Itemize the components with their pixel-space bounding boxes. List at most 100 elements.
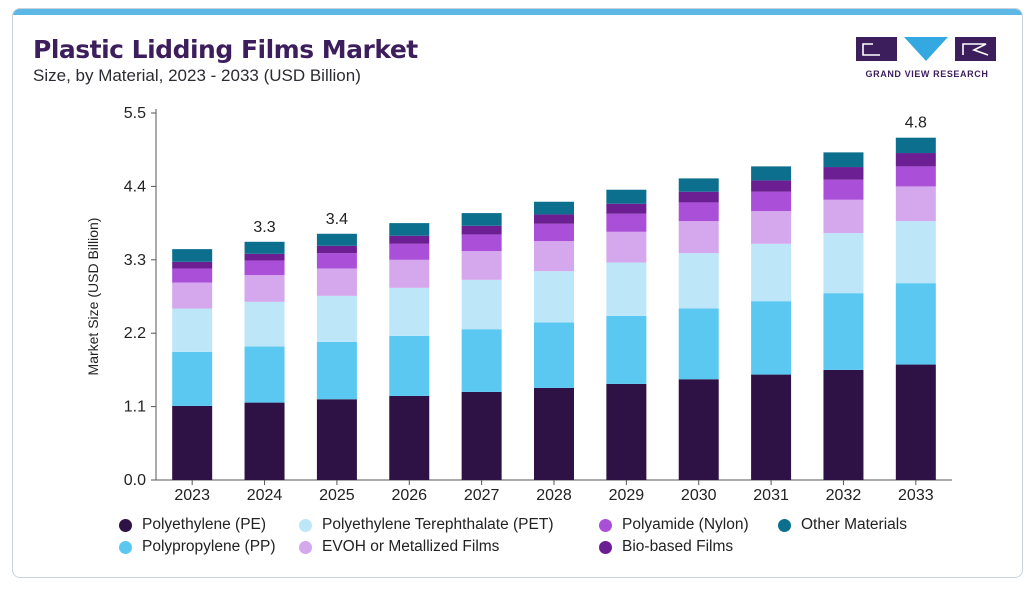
bar-segment-polyethylene-pe (678, 379, 719, 480)
bar-segment-other-materials (172, 249, 213, 262)
y-tick-label: 1.1 (124, 399, 146, 416)
bar-segment-evoh-or-metallized-films (534, 241, 574, 272)
y-axis-title: Market Size (USD Billion) (85, 218, 101, 376)
bar-segment-polyamide-nylon (389, 243, 430, 260)
bar-segment-polyethylene-pe (751, 374, 792, 480)
bar-segment-evoh-or-metallized-films (678, 221, 719, 254)
bar-segment-polypropylene-pp (461, 329, 502, 392)
bar-segment-other-materials (316, 233, 357, 246)
bar-segment-evoh-or-metallized-films (461, 251, 502, 280)
bar-segment-polyamide-nylon (172, 268, 213, 283)
bar-segment-polyethylene-terephthalate-pet (172, 308, 213, 352)
bar-segment-polyethylene-terephthalate-pet (316, 295, 357, 342)
bar-segment-polyamide-nylon (534, 223, 574, 242)
bar-segment-other-materials (823, 152, 864, 168)
bar-segment-evoh-or-metallized-films (172, 282, 213, 309)
bar-segment-other-materials (678, 178, 719, 192)
bar-segment-other-materials (461, 213, 502, 226)
bar-segment-evoh-or-metallized-films (606, 231, 647, 263)
bar-segment-other-materials (389, 223, 430, 236)
bar-segment-polypropylene-pp (751, 301, 792, 375)
bar-segment-bio-based-films (606, 203, 647, 214)
y-tick-label: 3.3 (124, 252, 146, 269)
bar-segment-bio-based-films (172, 261, 213, 269)
y-tick-label: 0.0 (124, 472, 146, 489)
bar-segment-polyethylene-terephthalate-pet (895, 221, 936, 284)
bar-segment-bio-based-films (895, 153, 936, 167)
bar-segment-evoh-or-metallized-films (751, 211, 792, 244)
bar-segment-polypropylene-pp (172, 351, 213, 406)
bar-segment-other-materials (244, 241, 285, 254)
bar-segment-polypropylene-pp (895, 283, 936, 365)
bar-segment-other-materials (895, 137, 936, 154)
bar-segment-polyamide-nylon (316, 253, 357, 269)
bar-segment-polyethylene-pe (895, 364, 936, 480)
bar-segment-evoh-or-metallized-films (389, 259, 430, 288)
bar-segment-polypropylene-pp (244, 346, 285, 403)
data-label: 3.3 (253, 219, 275, 236)
x-tick-label: 2027 (464, 487, 500, 504)
bar-segment-polyethylene-pe (606, 383, 647, 480)
bar-segment-polyamide-nylon (606, 213, 647, 232)
data-label: 4.8 (905, 115, 927, 132)
bar-segment-evoh-or-metallized-films (895, 186, 936, 222)
bar-segment-evoh-or-metallized-films (316, 268, 357, 296)
bar-segment-bio-based-films (316, 245, 357, 254)
bar-segment-polyethylene-pe (389, 395, 430, 480)
bar-segment-bio-based-films (751, 180, 792, 192)
bar-segment-polyethylene-terephthalate-pet (751, 243, 792, 302)
y-tick-label: 2.2 (124, 325, 146, 342)
bar-segment-polyamide-nylon (895, 166, 936, 187)
bar-segment-bio-based-films (534, 214, 574, 224)
bar-segment-polypropylene-pp (534, 322, 574, 388)
logo-mark-icon (856, 37, 996, 61)
bar-segment-bio-based-films (389, 235, 430, 244)
logo-name: GRAND VIEW RESEARCH (865, 69, 989, 79)
x-tick-label: 2028 (536, 487, 572, 504)
bar-segment-polyamide-nylon (823, 179, 864, 200)
bar-segment-other-materials (534, 201, 574, 215)
bar-segment-polypropylene-pp (316, 341, 357, 400)
bar-segment-polyethylene-terephthalate-pet (461, 279, 502, 330)
bar-segment-polyethylene-terephthalate-pet (534, 271, 574, 323)
bar-segment-polyethylene-terephthalate-pet (678, 253, 719, 309)
bar-segment-bio-based-films (461, 225, 502, 235)
data-label: 3.4 (326, 211, 348, 228)
bar-segment-polyethylene-pe (244, 402, 285, 480)
x-tick-label: 2024 (247, 487, 283, 504)
x-tick-label: 2025 (319, 487, 355, 504)
x-tick-label: 2031 (753, 487, 789, 504)
bar-segment-evoh-or-metallized-films (823, 199, 864, 234)
chart-subtitle: Size, by Material, 2023 - 2033 (USD Bill… (33, 66, 361, 85)
bar-segment-polyethylene-pe (316, 399, 357, 480)
bar-segment-polypropylene-pp (606, 315, 647, 384)
x-tick-label: 2032 (826, 487, 862, 504)
bar-segment-polyethylene-pe (823, 369, 864, 480)
x-tick-label: 2029 (609, 487, 645, 504)
bar-segment-polyamide-nylon (461, 234, 502, 252)
bar-segment-polypropylene-pp (389, 335, 430, 396)
bar-segment-other-materials (751, 166, 792, 181)
bar-segment-polyethylene-terephthalate-pet (606, 262, 647, 316)
bar-segment-polyethylene-terephthalate-pet (244, 301, 285, 347)
bar-segment-bio-based-films (678, 191, 719, 203)
y-tick-label: 4.4 (124, 178, 146, 195)
bar-segment-polyethylene-terephthalate-pet (389, 287, 430, 336)
bar-segment-other-materials (606, 189, 647, 204)
x-tick-label: 2023 (174, 487, 210, 504)
bar-segment-polyamide-nylon (244, 260, 285, 276)
grand-view-research-logo: GRAND VIEW RESEARCH (856, 37, 998, 83)
x-tick-label: 2033 (898, 487, 934, 504)
y-tick-label: 5.5 (124, 105, 146, 122)
x-tick-label: 2026 (391, 487, 427, 504)
bar-segment-polypropylene-pp (823, 293, 864, 370)
bar-segment-polyethylene-pe (172, 405, 213, 480)
bar-segment-polyethylene-pe (534, 387, 574, 480)
accent-top-bar (13, 9, 1022, 15)
bar-segment-polyamide-nylon (678, 202, 719, 222)
bar-segment-polypropylene-pp (678, 308, 719, 380)
bar-segment-polyamide-nylon (751, 191, 792, 212)
chart-title: Plastic Lidding Films Market (33, 35, 418, 64)
bar-segment-bio-based-films (823, 167, 864, 180)
